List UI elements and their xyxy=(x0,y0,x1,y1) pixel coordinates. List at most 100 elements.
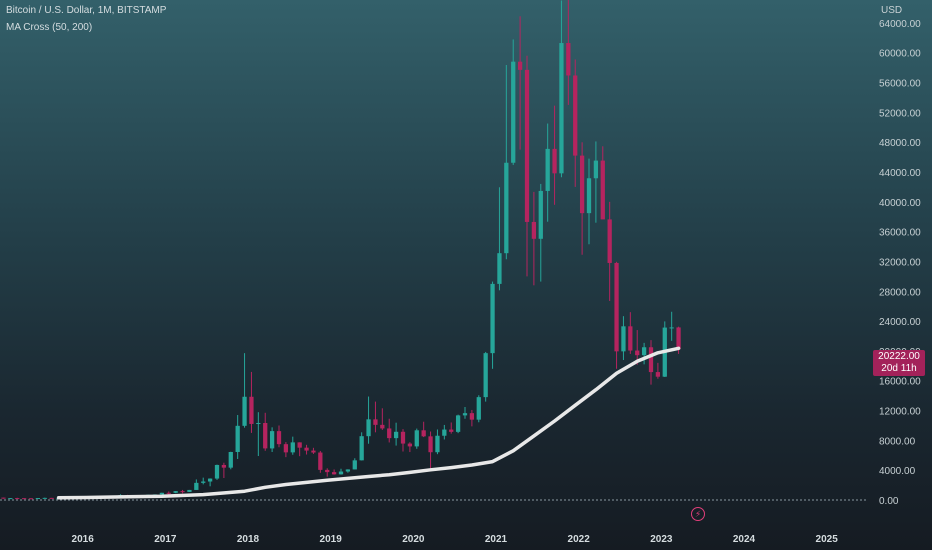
ma-line-group xyxy=(56,346,681,500)
candle-body xyxy=(476,397,481,420)
candle-body xyxy=(256,422,261,424)
candle-body xyxy=(455,415,461,432)
candle xyxy=(311,447,316,454)
candle xyxy=(228,451,233,470)
candle xyxy=(655,362,661,379)
candle-body xyxy=(641,347,647,356)
y-tick-label: 8000.00 xyxy=(879,436,916,447)
x-axis[interactable]: 2016 2017 2018 2019 2020 2021 2022 2023 2024 2025 xyxy=(72,534,839,545)
legend-study-label[interactable]: MA Cross (50, 200) xyxy=(6,22,93,33)
candle-body xyxy=(304,447,309,451)
candle xyxy=(249,371,254,433)
candle-body xyxy=(187,489,192,492)
last-price-tag: 20222.00 20d 11h xyxy=(873,350,925,376)
candle xyxy=(242,353,247,428)
price-axis-unit[interactable]: USD xyxy=(881,5,903,16)
candle-body xyxy=(621,326,626,352)
candle xyxy=(593,141,599,223)
y-tick-label: 60000.00 xyxy=(879,49,921,60)
candle-body xyxy=(593,160,599,179)
candle xyxy=(345,469,351,473)
candle-body xyxy=(421,430,426,437)
y-tick-label: 12000.00 xyxy=(879,407,921,418)
candle xyxy=(621,316,626,361)
candle-body xyxy=(201,481,206,483)
candle xyxy=(517,16,523,150)
lightning-icon[interactable]: ⚡ xyxy=(691,507,705,521)
candle-body xyxy=(573,75,578,156)
candle-body xyxy=(194,482,199,490)
candle-body xyxy=(483,353,488,398)
candle xyxy=(49,497,54,499)
candle xyxy=(600,146,605,220)
candle-body xyxy=(586,178,592,214)
candle-body xyxy=(373,419,378,425)
candle-body xyxy=(531,221,537,239)
candle xyxy=(524,55,530,277)
candle xyxy=(201,477,206,485)
y-tick-label: 52000.00 xyxy=(879,108,921,119)
candle-body xyxy=(311,450,316,453)
candle xyxy=(579,142,585,255)
y-tick-label: 48000.00 xyxy=(879,138,921,149)
candle-body xyxy=(345,469,351,472)
candle xyxy=(490,281,495,369)
legend-symbol-title[interactable]: Bitcoin / U.S. Dollar, 1M, BITSTAMP xyxy=(6,5,167,16)
candle-body xyxy=(442,429,447,436)
candle xyxy=(352,458,357,470)
candle xyxy=(221,462,227,479)
candle xyxy=(641,342,647,365)
candle-body xyxy=(552,148,557,174)
x-tick-label: 2018 xyxy=(237,534,260,545)
candle-body xyxy=(173,491,178,493)
candle xyxy=(421,421,426,438)
candle-body xyxy=(283,444,289,453)
candle-body xyxy=(221,464,227,468)
candle-body xyxy=(28,498,34,500)
candle-body xyxy=(579,155,585,214)
y-axis[interactable]: 0.004000.008000.0012000.0016000.0020000.… xyxy=(879,19,921,507)
candle xyxy=(194,479,199,490)
candle xyxy=(159,492,165,495)
candle xyxy=(318,450,323,473)
candle xyxy=(15,497,20,500)
candle xyxy=(511,39,516,165)
candle-body xyxy=(318,452,323,470)
candle-body xyxy=(497,253,502,284)
candle-body xyxy=(676,327,681,350)
candle xyxy=(35,498,41,500)
candle xyxy=(428,431,433,472)
candle-body xyxy=(648,347,654,373)
candle-body xyxy=(669,327,674,329)
x-tick-label: 2024 xyxy=(733,534,756,545)
candle-body xyxy=(449,429,454,432)
candle-body xyxy=(242,396,247,426)
candle xyxy=(297,442,302,457)
candle xyxy=(187,489,192,492)
candle-body xyxy=(180,491,185,493)
candle xyxy=(476,395,481,423)
x-tick-label: 2021 xyxy=(485,534,508,545)
candle-body xyxy=(504,162,509,254)
candle-body xyxy=(359,436,364,461)
candle xyxy=(380,408,385,430)
candle xyxy=(469,409,475,427)
candle-body xyxy=(469,413,475,420)
candle-body xyxy=(393,431,399,439)
y-tick-label: 0.00 xyxy=(879,496,899,507)
x-tick-label: 2025 xyxy=(816,534,839,545)
candle-body xyxy=(352,460,357,470)
candle-body xyxy=(435,435,440,453)
candle-body xyxy=(607,219,612,263)
candle xyxy=(359,432,364,461)
candle xyxy=(166,491,171,495)
candle-body xyxy=(490,283,495,354)
y-tick-label: 24000.00 xyxy=(879,317,921,328)
candle xyxy=(455,414,461,434)
candle xyxy=(283,442,289,458)
candle xyxy=(607,201,612,301)
candle xyxy=(173,491,178,494)
candle xyxy=(497,187,502,291)
